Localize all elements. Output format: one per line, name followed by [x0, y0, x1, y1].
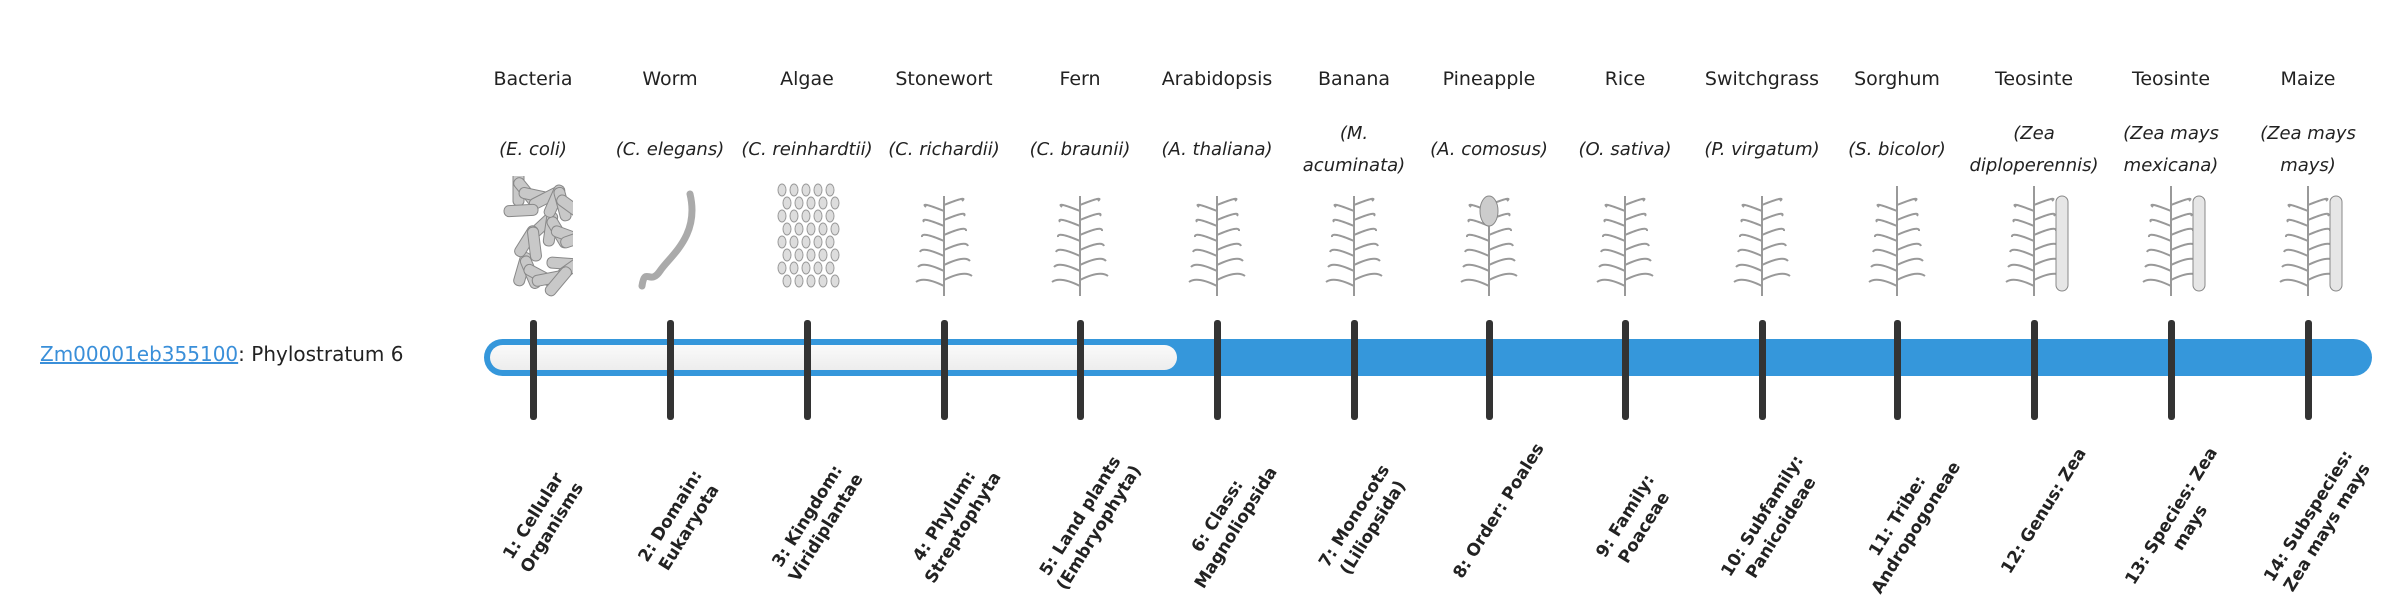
species-text: (C. richardii): [888, 139, 1000, 160]
bacteria-icon: [465, 176, 601, 300]
species-text: (Zea mays mexicana): [2123, 123, 2219, 176]
species-name: (C. reinhardtii): [739, 118, 875, 182]
stratum-tick: [1214, 320, 1221, 420]
stratum-tick: [1759, 320, 1766, 420]
stratum-label: 7: Monocots (Liliopsida): [1315, 461, 1411, 579]
organism-name: Fern: [1059, 68, 1101, 90]
stratum-tick: [2305, 320, 2312, 420]
phylostratum-text: : Phylostratum 6: [238, 342, 404, 366]
banana-icon: [1286, 176, 1422, 300]
stratum-label: 5: Land plants (Embryophyta): [1035, 452, 1146, 594]
species-name: (C. elegans): [602, 118, 738, 182]
organism-name: Algae: [780, 68, 834, 90]
stratum-tick: [2031, 320, 2038, 420]
stonewort-icon: [876, 176, 1012, 300]
species-name: (A. comosus): [1421, 118, 1557, 182]
stratum-tick: [2168, 320, 2175, 420]
stratum-tick: [530, 320, 537, 420]
organism-name: Rice: [1604, 68, 1646, 90]
stratum-tick: [804, 320, 811, 420]
stratum-label: 14: Subspecies: Zea mays mays: [2260, 446, 2375, 596]
species-text: (M. acuminata): [1302, 123, 1406, 176]
stratum-tick: [1351, 320, 1358, 420]
species-text: (Zea diploperennis): [1969, 123, 2099, 176]
sorghum-icon: [1829, 176, 1965, 300]
organism-name: Teosinte: [2131, 68, 2211, 90]
stratum-label: 13: Species: Zea mays: [2121, 443, 2222, 589]
species-text: (E. coli): [499, 139, 567, 160]
species-name: (Zea mays mexicana): [2103, 118, 2239, 182]
organism-name: Stonewort: [895, 68, 993, 90]
stratum-label: 8: Order: Poales: [1449, 439, 1549, 583]
species-text: (A. comosus): [1430, 139, 1548, 160]
organism-name: Switchgrass: [1704, 68, 1820, 90]
teosinte-icon: [1966, 176, 2102, 300]
gene-id-link[interactable]: Zm00001eb355100: [40, 342, 239, 366]
species-text: (P. virgatum): [1704, 139, 1820, 160]
pineapple-icon: [1421, 176, 1557, 300]
organism-name: Worm: [642, 68, 698, 90]
species-name: (M. acuminata): [1286, 118, 1422, 182]
maize-icon: [2240, 176, 2376, 300]
species-name: (A. thaliana): [1149, 118, 1285, 182]
arabidopsis-icon: [1149, 176, 1285, 300]
species-text: (C. reinhardtii): [741, 139, 873, 160]
species-name: (P. virgatum): [1694, 118, 1830, 182]
stratum-label: 10: Subfamily: Panicoideae: [1717, 451, 1821, 583]
organism-name: Arabidopsis: [1161, 68, 1273, 90]
stratum-label: 9: Family: Poaceae: [1592, 471, 1675, 568]
species-text: (Zea mays mays): [2260, 123, 2356, 176]
stratum-tick: [1622, 320, 1629, 420]
species-name: (O. sativa): [1557, 118, 1693, 182]
algae-icon: [739, 176, 875, 300]
stratum-tick: [667, 320, 674, 420]
stratum-tick: [1486, 320, 1493, 420]
stratum-tick: [941, 320, 948, 420]
stratum-tick: [1077, 320, 1084, 420]
species-text: (C. braunii): [1029, 139, 1131, 160]
stratum-label: 12: Genus: Zea: [1997, 444, 2091, 578]
teosinte-mexicana-icon: [2103, 176, 2239, 300]
species-name: (S. bicolor): [1829, 118, 1965, 182]
fern-icon: [1012, 176, 1148, 300]
organism-name: Bacteria: [493, 68, 573, 90]
species-name: (Zea mays mays): [2240, 118, 2376, 182]
stratum-label: 1: Cellular Organisms: [499, 469, 588, 577]
stratum-label: 3: Kingdom: Viridiplantae: [768, 461, 868, 586]
species-name: (Zea diploperennis): [1966, 118, 2102, 182]
stratum-tick: [1894, 320, 1901, 420]
gene-label: Zm00001eb355100: Phylostratum 6: [40, 342, 403, 366]
organism-name: Sorghum: [1854, 68, 1940, 90]
species-text: (O. sativa): [1578, 139, 1672, 160]
species-name: (E. coli): [465, 118, 601, 182]
stratum-label: 4: Phylum: Streptophyta: [908, 467, 1006, 588]
species-text: (C. elegans): [615, 139, 725, 160]
organism-name: Banana: [1317, 68, 1391, 90]
species-text: (S. bicolor): [1848, 139, 1946, 160]
organism-name: Teosinte: [1994, 68, 2074, 90]
organism-name: Maize: [2280, 68, 2336, 90]
stratum-label: 11: Tribe: Andropogoneae: [1865, 458, 1966, 598]
switchgrass-icon: [1694, 176, 1830, 300]
species-text: (A. thaliana): [1161, 139, 1273, 160]
organism-name: Pineapple: [1442, 68, 1536, 90]
stratum-label: 2: Domain: Eukaryota: [634, 466, 724, 575]
worm-icon: [602, 176, 738, 300]
rice-icon: [1557, 176, 1693, 300]
species-name: (C. braunii): [1012, 118, 1148, 182]
stratum-label: 6: Class: Magnoliopsida: [1187, 463, 1282, 593]
species-name: (C. richardii): [876, 118, 1012, 182]
phylostratum-bar-unfilled: [490, 345, 1177, 370]
